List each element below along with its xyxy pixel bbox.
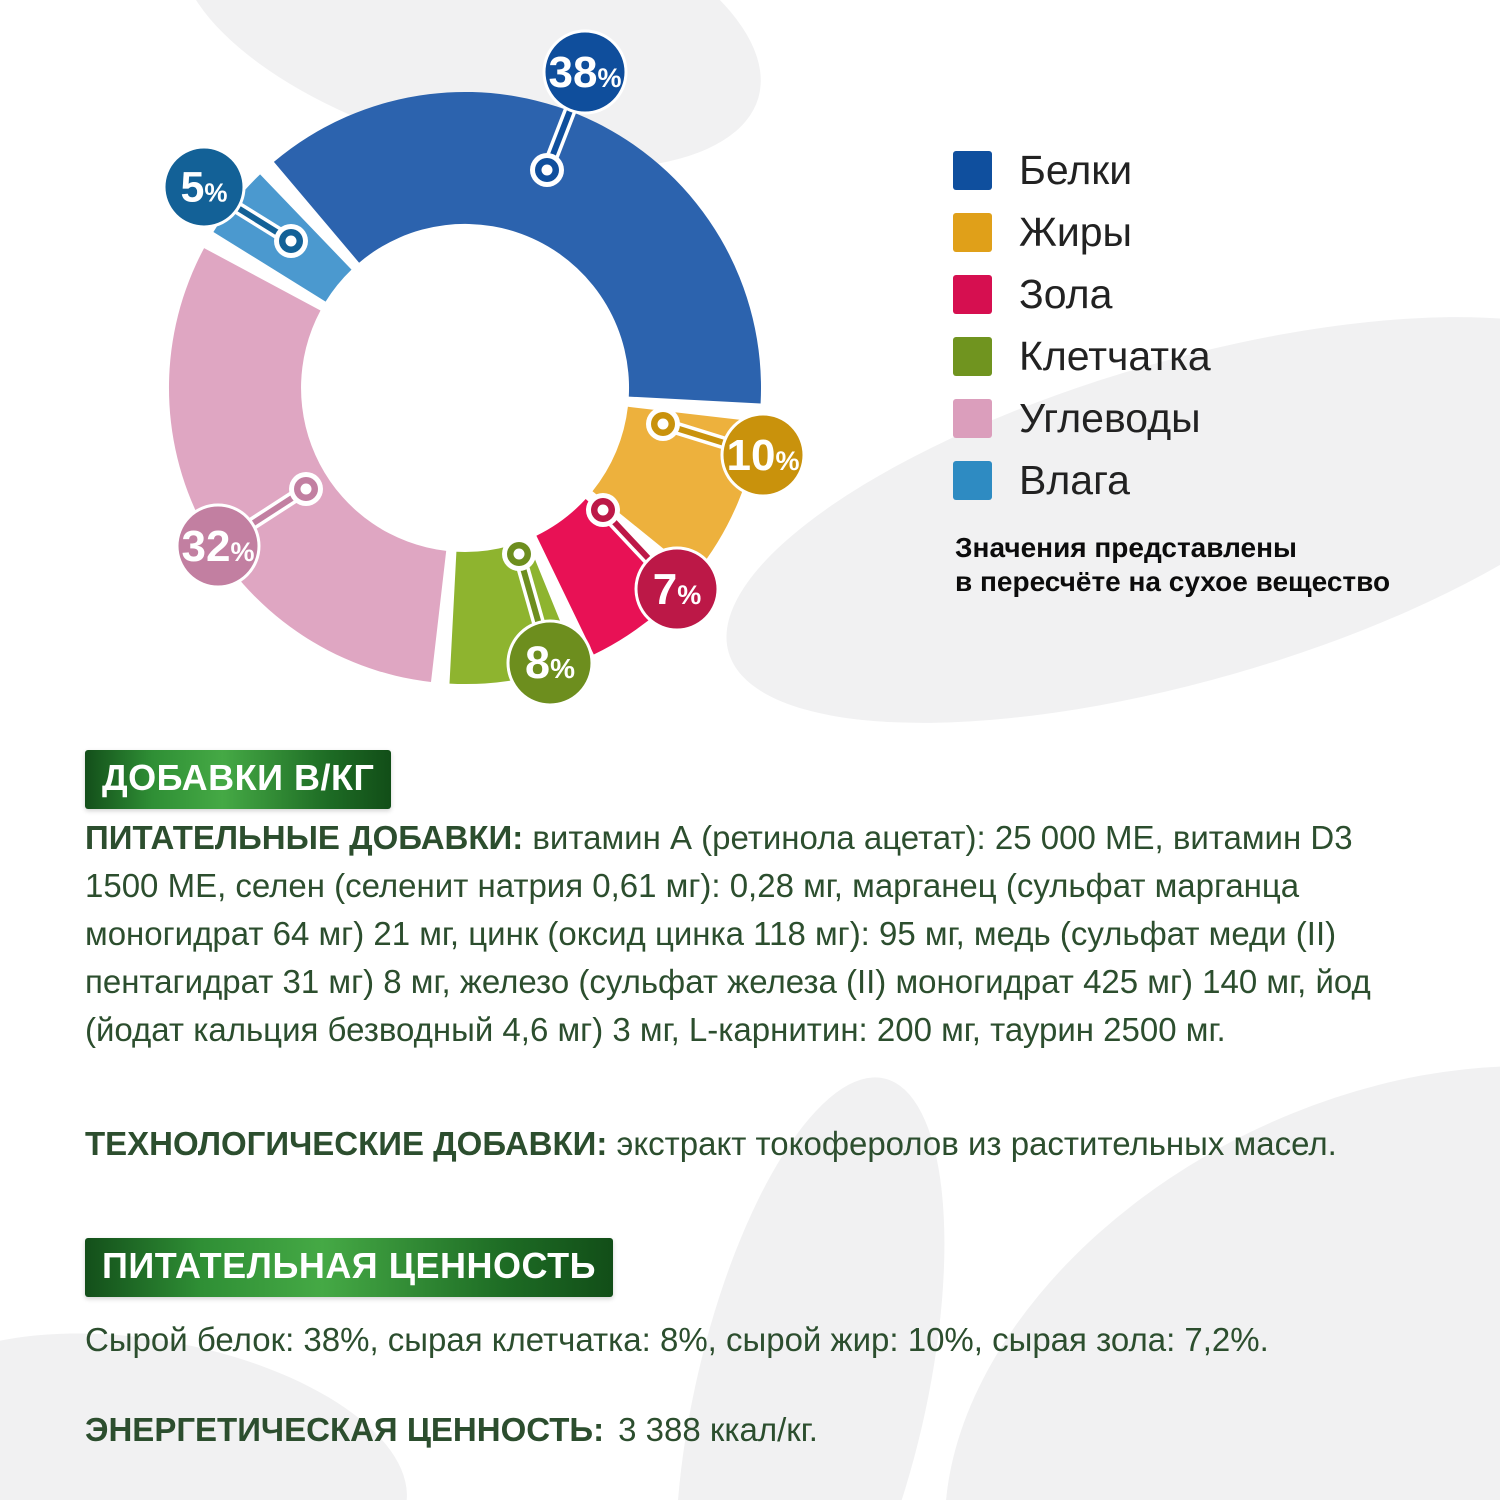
tech-additives-paragraph: ТЕХНОЛОГИЧЕСКИЕ ДОБАВКИ: экстракт токофе… bbox=[85, 1120, 1430, 1168]
legend-item-belki: Белки bbox=[953, 147, 1211, 193]
nutritional-additives-paragraph: ПИТАТЕЛЬНЫЕ ДОБАВКИ: витамин А (ретинола… bbox=[85, 814, 1430, 1054]
nutritional-additives-text: витамин А (ретинола ацетат): 25 000 МЕ, … bbox=[85, 819, 1371, 1048]
chart-callout-1: 10% bbox=[646, 407, 806, 498]
chart-callout-2: 7% bbox=[586, 493, 720, 632]
chart-note: Значения представлены в пересчёте на сух… bbox=[955, 531, 1390, 599]
legend-item-vlaga: Влага bbox=[953, 457, 1211, 503]
energy-value: 3 388 ккал/кг. bbox=[618, 1411, 818, 1448]
energy-value-paragraph: ЭНЕРГЕТИЧЕСКАЯ ЦЕННОСТЬ: 3 388 ккал/кг. bbox=[85, 1406, 1430, 1454]
chart-callout-5: 5% bbox=[162, 145, 308, 258]
tech-additives-text: экстракт токоферолов из растительных мас… bbox=[616, 1125, 1337, 1162]
legend-item-zola: Зола bbox=[953, 271, 1211, 317]
legend-swatch-kletchatka bbox=[953, 336, 992, 376]
legend-swatch-uglevody bbox=[953, 398, 992, 438]
legend-swatch-zola bbox=[953, 274, 992, 314]
chart-callout-4: 32% bbox=[175, 472, 323, 589]
callout-bubble bbox=[175, 503, 261, 589]
legend-label: Клетчатка bbox=[1019, 332, 1211, 379]
legend-label: Зола bbox=[1019, 270, 1113, 317]
nutrition-values-text: Сырой белок: 38%, сырая клетчатка: 8%, с… bbox=[85, 1321, 1269, 1358]
legend-swatch-belki bbox=[953, 150, 992, 190]
nutritional-additives-label: ПИТАТЕЛЬНЫЕ ДОБАВКИ: bbox=[85, 819, 524, 856]
legend-label: Жиры bbox=[1019, 208, 1133, 255]
tech-additives-label: ТЕХНОЛОГИЧЕСКИЕ ДОБАВКИ: bbox=[85, 1125, 608, 1162]
callout-value: 8% bbox=[525, 637, 575, 688]
callout-bubble bbox=[634, 546, 720, 632]
section-header-additives: ДОБАВКИ В/КГ bbox=[85, 750, 392, 809]
legend-swatch-zhiry bbox=[953, 212, 992, 252]
legend-item-uglevody: Углеводы bbox=[953, 395, 1211, 441]
callout-bubble bbox=[542, 29, 628, 115]
legend-label: Белки bbox=[1019, 146, 1133, 193]
chart-callout-3: 8% bbox=[502, 537, 594, 707]
energy-label: ЭНЕРГЕТИЧЕСКАЯ ЦЕННОСТЬ: bbox=[85, 1411, 605, 1448]
legend-item-zhiry: Жиры bbox=[953, 209, 1211, 255]
callout-bubble bbox=[720, 412, 806, 498]
chart-callout-0: 38% bbox=[530, 29, 628, 187]
callout-bubble bbox=[506, 619, 594, 707]
donut-segment-1 bbox=[592, 406, 759, 575]
legend-label: Углеводы bbox=[1019, 394, 1201, 441]
callout-bubble bbox=[162, 145, 246, 229]
donut-chart: 38% 10%7%8% 32% 5% bbox=[162, 29, 806, 707]
chart-note-line2: в пересчёте на сухое вещество bbox=[955, 566, 1391, 597]
donut-segment-0 bbox=[273, 91, 762, 404]
legend-item-kletchatka: Клетчатка bbox=[953, 333, 1211, 379]
legend-label: Влага bbox=[1019, 456, 1130, 503]
section-header-nutrition: ПИТАТЕЛЬНАЯ ЦЕННОСТЬ bbox=[85, 1238, 613, 1297]
callout-value: 32% bbox=[182, 522, 255, 571]
donut-segment-4 bbox=[168, 248, 447, 682]
legend-swatch-vlaga bbox=[953, 460, 992, 500]
chart-note-line1: Значения представлены bbox=[955, 532, 1297, 563]
chart-legend: Белки Жиры Зола Клетчатка Углеводы Влага bbox=[953, 147, 1211, 503]
